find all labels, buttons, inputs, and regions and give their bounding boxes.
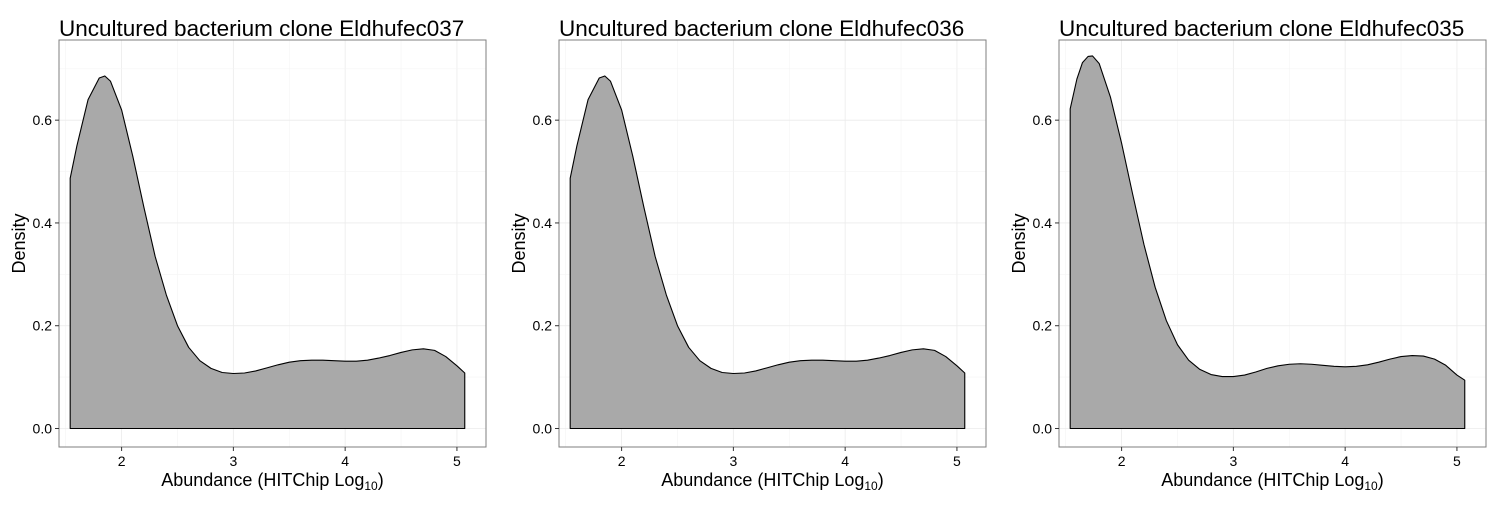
x-axis-label-subscript: 10 <box>864 479 878 493</box>
x-axis-label: Abundance (HITChip Log10) <box>661 470 883 493</box>
panel-border <box>558 39 987 448</box>
x-axis-label-main: Abundance (HITChip Log <box>161 470 364 490</box>
x-axis-label-main: Abundance (HITChip Log <box>661 470 864 490</box>
x-tick-label: 2 <box>118 453 126 469</box>
y-tick-label: 0.0 <box>1033 421 1053 437</box>
x-tick-label: 4 <box>841 453 849 469</box>
x-axis-label-suffix: ) <box>378 470 384 490</box>
chart-title: Uncultured bacterium clone Eldhufec037 <box>59 16 464 41</box>
x-axis-label-subscript: 10 <box>1364 479 1378 493</box>
x-tick-label: 5 <box>1453 453 1461 469</box>
x-tick-label: 3 <box>229 453 237 469</box>
x-axis-label: Abundance (HITChip Log10) <box>1161 470 1383 493</box>
chart-panel-1: 2 3 4 5 0.0 0.2 0.4 0.6 Uncultured bacterium clo… <box>9 16 487 493</box>
y-tick-label: 0.4 <box>533 215 553 231</box>
y-tick-label: 0.2 <box>33 318 53 334</box>
y-tick-label: 0.4 <box>33 215 53 231</box>
x-tick-label: 3 <box>729 453 737 469</box>
density-area <box>69 75 466 430</box>
y-axis-label: Density <box>509 213 529 273</box>
x-axis-label-suffix: ) <box>878 470 884 490</box>
y-tick-label: 0.2 <box>533 318 553 334</box>
chart-title: Uncultured bacterium clone Eldhufec036 <box>559 16 964 41</box>
chart-title: Uncultured bacterium clone Eldhufec035 <box>1059 16 1464 41</box>
chart-panel-2: 2 3 4 5 0.0 0.2 0.4 0.6 Uncultured bacterium clo… <box>509 16 987 493</box>
x-tick-label: 4 <box>341 453 349 469</box>
density-area <box>1069 55 1466 430</box>
density-area <box>569 75 966 430</box>
y-tick-label: 0.0 <box>33 421 53 437</box>
panel-border <box>1058 39 1487 448</box>
chart-panel-3: 2 3 4 5 0.0 0.2 0.4 0.6 Uncultured bacterium clo… <box>1009 16 1487 493</box>
y-axis-label: Density <box>9 213 29 273</box>
y-axis-label: Density <box>1009 213 1029 273</box>
x-tick-label: 2 <box>1118 453 1126 469</box>
x-tick-label: 2 <box>618 453 626 469</box>
x-axis-label-suffix: ) <box>1378 470 1384 490</box>
x-tick-label: 5 <box>953 453 961 469</box>
y-tick-label: 0.0 <box>533 421 553 437</box>
y-tick-label: 0.6 <box>1033 112 1053 128</box>
y-tick-label: 0.2 <box>1033 318 1053 334</box>
x-axis-label: Abundance (HITChip Log10) <box>161 470 383 493</box>
x-axis-label-main: Abundance (HITChip Log <box>1161 470 1364 490</box>
x-axis-label-subscript: 10 <box>364 479 378 493</box>
x-tick-label: 5 <box>453 453 461 469</box>
x-tick-label: 3 <box>1229 453 1237 469</box>
y-tick-label: 0.6 <box>533 112 553 128</box>
x-tick-label: 4 <box>1341 453 1349 469</box>
y-tick-label: 0.6 <box>33 112 53 128</box>
panel-border <box>58 39 487 448</box>
y-tick-label: 0.4 <box>1033 215 1053 231</box>
